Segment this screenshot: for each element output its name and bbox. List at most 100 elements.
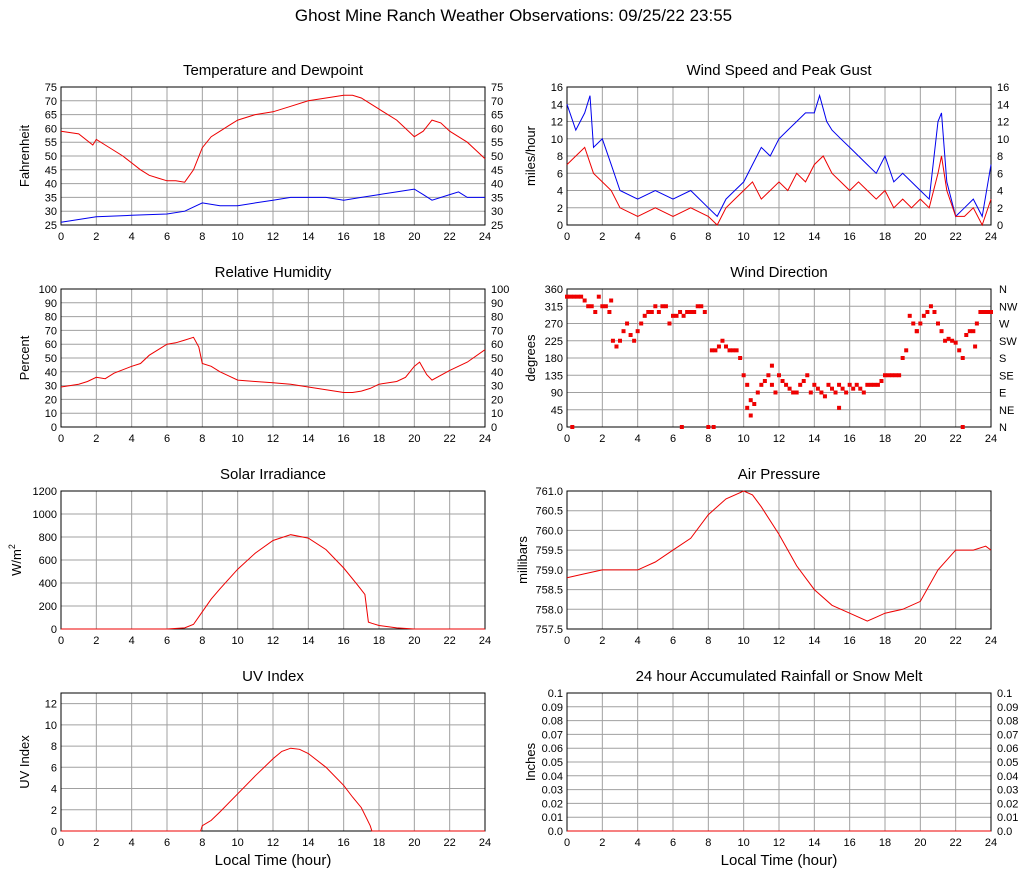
wind-direction-point xyxy=(932,310,937,314)
uv-x-tick-label: 6 xyxy=(164,837,170,849)
wind-speed-y-tick-label: 8 xyxy=(557,151,563,163)
pressure-x-tick-label: 16 xyxy=(844,635,856,647)
wind-direction-point xyxy=(798,382,803,387)
wind-direction-frame xyxy=(566,288,992,428)
temperature-y-tick-label: 35 xyxy=(45,192,57,204)
wind-speed-x-tick-label: 6 xyxy=(670,231,676,243)
rainfall-y-tick-label: 0.09 xyxy=(542,702,563,714)
wind-speed-x-tick-label: 10 xyxy=(738,231,750,243)
wind-direction-point xyxy=(868,382,873,387)
wind-direction-point xyxy=(610,338,615,343)
humidity-x-tick-label: 8 xyxy=(199,433,205,445)
humidity-series-line-1 xyxy=(60,336,486,393)
wind-direction-point xyxy=(960,425,965,429)
wind-direction-point xyxy=(646,310,651,314)
humidity-y-tick-label: 80 xyxy=(45,312,57,324)
wind-speed-y-tick-label: 2 xyxy=(557,203,563,215)
solar-series-line-1 xyxy=(61,534,485,630)
wind-speed-x-tick-label: 2 xyxy=(599,231,605,243)
wind-direction-point xyxy=(711,425,716,429)
solar-y-tick-label: 600 xyxy=(39,555,57,567)
pressure-x-tick-label: 0 xyxy=(564,635,570,647)
wind-direction-point xyxy=(674,313,679,318)
rainfall-right-tick-label: 0.09 xyxy=(997,702,1018,714)
wind-direction-point xyxy=(575,294,580,299)
rainfall-y-tick-label: 0.07 xyxy=(542,729,563,741)
wind-direction-point xyxy=(568,294,573,299)
humidity-y-tick-label: 40 xyxy=(45,367,57,379)
wind-direction-compass-label: S xyxy=(999,353,1006,365)
wind-direction-point xyxy=(844,390,849,395)
wind-direction-point xyxy=(618,338,622,343)
humidity-right-tick-label: 20 xyxy=(491,394,503,406)
wind-direction-point xyxy=(837,382,842,387)
solar-x-tick-label: 4 xyxy=(129,635,135,647)
temperature-title: Temperature and Dewpoint xyxy=(183,62,364,79)
wind-direction-point xyxy=(706,425,711,429)
wind-direction-point xyxy=(925,310,930,314)
wind-direction-point xyxy=(589,304,594,309)
wind-direction-point xyxy=(960,356,965,360)
wind-direction-point xyxy=(830,386,834,391)
uv-x-tick-label: 4 xyxy=(129,837,135,849)
rainfall-y-label: Inches xyxy=(523,742,538,781)
wind-direction-x-tick-label: 24 xyxy=(985,433,997,445)
wind-direction-point xyxy=(748,398,753,403)
wind-direction-x-tick-label: 22 xyxy=(950,433,962,445)
wind-direction-point xyxy=(777,373,781,378)
solar-frame xyxy=(60,490,486,630)
wind-direction-point xyxy=(685,310,690,314)
wind-direction-point xyxy=(582,298,587,303)
wind-speed-x-tick-label: 16 xyxy=(844,231,856,243)
wind-direction-point xyxy=(593,310,598,314)
uv-y-label: UV Index xyxy=(17,735,32,789)
wind-direction-point xyxy=(724,344,728,349)
wind-direction-point xyxy=(815,386,820,391)
rainfall-x-tick-label: 2 xyxy=(599,837,605,849)
wind-speed-right-tick-label: 10 xyxy=(997,134,1009,146)
rainfall-right-tick-label: 0.04 xyxy=(997,771,1018,783)
solar-x-tick-label: 14 xyxy=(302,635,314,647)
pressure-series-line-1 xyxy=(566,490,992,622)
pressure-x-tick-label: 12 xyxy=(773,635,785,647)
temperature-y-tick-label: 45 xyxy=(45,165,57,177)
wind-direction-point xyxy=(656,310,661,314)
wind-direction-point xyxy=(918,321,923,326)
temperature-x-tick-label: 8 xyxy=(199,231,205,243)
uv-y-tick-label: 10 xyxy=(45,720,57,732)
temperature-right-tick-label: 50 xyxy=(491,151,503,163)
rainfall-right-tick-label: 0.08 xyxy=(997,716,1018,728)
wind-direction-point xyxy=(769,382,774,387)
wind-speed-x-tick-label: 8 xyxy=(705,231,711,243)
temperature-frame xyxy=(60,86,486,226)
wind-direction-point xyxy=(709,348,714,353)
rainfall-right-tick-label: 0.02 xyxy=(997,798,1018,810)
wind-direction-point xyxy=(872,382,877,387)
wind-direction-point xyxy=(649,310,654,314)
wind-direction-point xyxy=(890,373,895,378)
temperature-x-tick-label: 16 xyxy=(338,231,350,243)
solar-x-tick-label: 24 xyxy=(479,635,491,647)
pressure-y-tick-label: 758.5 xyxy=(535,585,563,597)
wind-direction-point xyxy=(681,313,686,318)
solar-x-tick-label: 10 xyxy=(232,635,244,647)
uv-y-tick-label: 8 xyxy=(51,741,57,753)
wind-direction-point xyxy=(907,313,912,318)
wind-direction-point xyxy=(904,348,909,353)
wind-direction-compass-label: NE xyxy=(999,405,1014,417)
rainfall-x-tick-label: 20 xyxy=(914,837,926,849)
wind-direction-point xyxy=(759,382,764,387)
wind-direction-point xyxy=(773,390,778,395)
wind-speed-y-tick-label: 6 xyxy=(557,168,563,180)
wind-direction-x-tick-label: 20 xyxy=(914,433,926,445)
wind-speed-title: Wind Speed and Peak Gust xyxy=(686,62,872,79)
rainfall-y-tick-label: 0.03 xyxy=(542,785,563,797)
wind-direction-point xyxy=(734,348,739,353)
temperature-right-tick-label: 30 xyxy=(491,206,503,218)
temperature-right-tick-label: 65 xyxy=(491,110,503,122)
wind-direction-point xyxy=(695,304,700,309)
wind-direction-y-tick-label: 360 xyxy=(545,284,563,296)
pressure-y-tick-label: 759.0 xyxy=(535,565,563,577)
temperature-x-tick-label: 18 xyxy=(373,231,385,243)
wind-direction-compass-label: N xyxy=(999,284,1007,296)
